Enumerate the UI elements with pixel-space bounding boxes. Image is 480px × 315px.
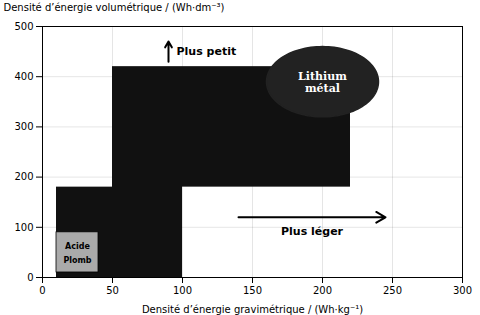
svg-text:200: 200: [14, 171, 33, 182]
svg-text:100: 100: [14, 222, 33, 233]
svg-text:50: 50: [106, 285, 119, 296]
svg-text:300: 300: [14, 121, 33, 132]
svg-text:300: 300: [453, 285, 472, 296]
svg-text:0: 0: [27, 272, 33, 283]
svg-text:Densité d’énergie gravimétriqu: Densité d’énergie gravimétrique / (Wh·kg…: [142, 304, 363, 315]
svg-text:250: 250: [383, 285, 402, 296]
svg-text:200: 200: [313, 285, 332, 296]
svg-text:Plus petit: Plus petit: [177, 45, 237, 58]
svg-text:100: 100: [173, 285, 192, 296]
svg-text:Plus léger: Plus léger: [281, 225, 344, 238]
svg-text:400: 400: [14, 71, 33, 82]
svg-text:500: 500: [14, 21, 33, 32]
svg-text:Plomb: Plomb: [63, 256, 91, 265]
svg-text:Acide: Acide: [65, 242, 90, 251]
svg-text:150: 150: [243, 285, 262, 296]
svg-text:0: 0: [39, 285, 45, 296]
svg-text:Densité d’énergie volumétrique: Densité d’énergie volumétrique / (Wh·dm⁻…: [4, 2, 225, 13]
svg-text:Lithiummétal: Lithiummétal: [298, 70, 347, 95]
